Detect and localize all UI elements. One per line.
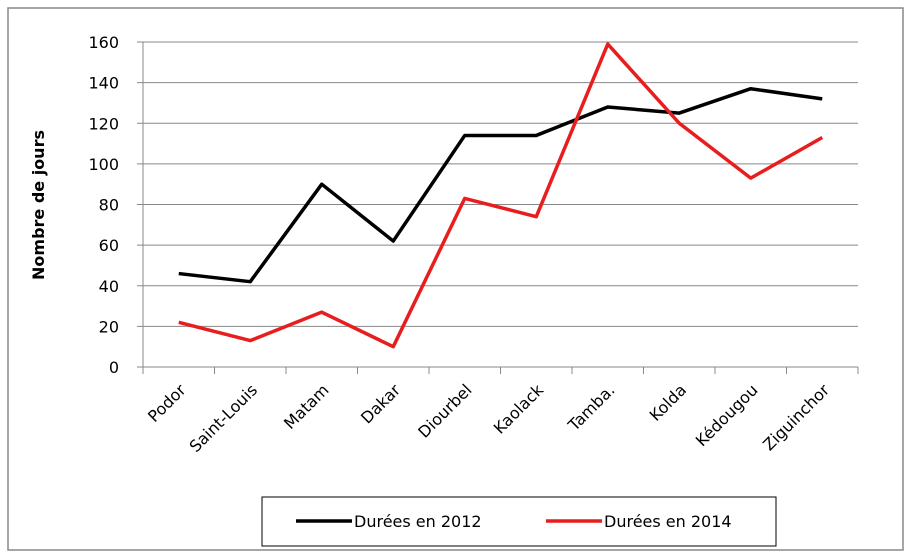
data-line bbox=[178, 42, 824, 349]
data-line bbox=[178, 86, 823, 284]
y-tick-label: 160 bbox=[88, 33, 119, 52]
y-tick-label: 0 bbox=[109, 358, 119, 377]
legend-label: Durées en 2014 bbox=[604, 512, 732, 531]
y-tick-label: 100 bbox=[88, 155, 119, 174]
y-tick-label: 60 bbox=[99, 236, 119, 255]
y-tick-label: 20 bbox=[99, 317, 119, 336]
y-tick-label: 80 bbox=[99, 196, 119, 215]
y-tick-label: 120 bbox=[88, 114, 119, 133]
y-tick-label: 140 bbox=[88, 74, 119, 93]
y-axis-label: Nombre de jours bbox=[29, 130, 48, 280]
y-tick-label: 40 bbox=[99, 277, 119, 296]
chart-frame bbox=[7, 7, 904, 551]
legend-label: Durées en 2012 bbox=[354, 512, 482, 531]
